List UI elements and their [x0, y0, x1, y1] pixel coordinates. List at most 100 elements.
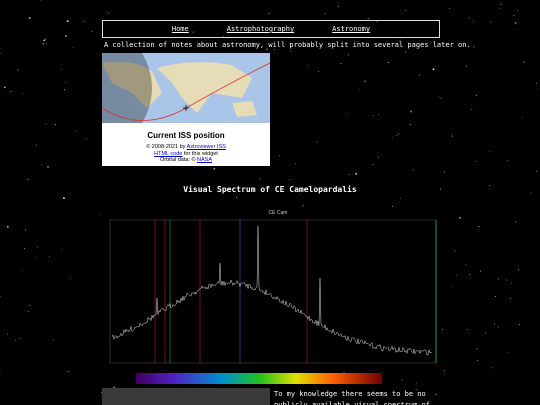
star: [415, 389, 417, 391]
star: [236, 196, 238, 198]
star: [274, 49, 276, 50]
star: [364, 80, 367, 83]
spectrum-line: [111, 225, 433, 356]
star: [493, 323, 495, 325]
star: [72, 46, 74, 48]
star: [443, 370, 445, 372]
star: [498, 278, 499, 280]
star: [376, 21, 378, 23]
star: [43, 39, 46, 42]
nav-link[interactable]: Astronomy: [332, 25, 371, 33]
star: [35, 256, 37, 258]
star: [356, 40, 358, 42]
star: [442, 328, 444, 330]
star: [469, 274, 471, 276]
star: [266, 48, 268, 51]
star: [500, 4, 502, 6]
star: [337, 6, 339, 7]
star: [506, 279, 508, 281]
star: [0, 52, 2, 54]
star: [469, 17, 470, 19]
star: [434, 41, 435, 43]
star: [372, 391, 374, 393]
star: [294, 163, 296, 165]
star: [22, 93, 24, 95]
star: [48, 256, 50, 258]
nav-link[interactable]: Astrophotography: [226, 25, 295, 33]
nav-link[interactable]: Home: [171, 25, 189, 33]
star: [42, 42, 45, 45]
star: [418, 74, 420, 76]
star: [401, 379, 403, 381]
star: [452, 135, 453, 137]
star: [509, 297, 511, 299]
link[interactable]: HTML code: [154, 150, 183, 157]
star: [47, 165, 49, 168]
section-title: Visual Spectrum of CE Camelopardalis: [183, 185, 357, 194]
star: [21, 270, 23, 271]
star: [36, 246, 38, 248]
star: [324, 13, 326, 15]
paragraph: To my knowledge there seems to be no pub…: [274, 390, 430, 405]
star: [372, 164, 374, 166]
star: [514, 28, 516, 30]
star-image: [102, 388, 270, 405]
star: [70, 278, 72, 280]
star: [28, 17, 31, 19]
star: [514, 21, 517, 24]
star: [450, 286, 452, 288]
star: [279, 154, 280, 156]
star: [40, 0, 42, 2]
intro-text: A collection of notes about astronomy, w…: [104, 41, 471, 49]
star: [64, 89, 66, 91]
widget-title: Current ISS position: [147, 131, 225, 140]
star: [53, 339, 55, 341]
text: for this widget: [183, 150, 218, 157]
star: [10, 91, 12, 92]
star: [473, 46, 475, 48]
star: [17, 69, 19, 71]
star: [318, 71, 320, 73]
star: [484, 332, 486, 334]
star: [302, 204, 304, 206]
star: [55, 124, 57, 126]
star: [477, 225, 479, 227]
star: [359, 89, 361, 91]
star: [377, 156, 379, 158]
star: [492, 367, 493, 369]
star: [302, 205, 304, 207]
star: [346, 113, 348, 115]
star: [68, 371, 70, 373]
star: [316, 141, 318, 143]
star: [6, 225, 9, 228]
star: [443, 171, 445, 173]
star: [27, 178, 29, 180]
star: [399, 39, 401, 41]
star: [106, 11, 108, 13]
star: [391, 205, 393, 207]
star: [478, 225, 480, 227]
star: [521, 117, 523, 119]
star: [268, 12, 270, 14]
star: [108, 12, 110, 14]
star: [440, 97, 442, 99]
star: [471, 109, 473, 111]
star: [35, 144, 37, 146]
nav-bar: Home Astrophotography Astronomy: [102, 20, 440, 38]
star: [61, 249, 63, 251]
star: [449, 7, 451, 9]
star: [523, 61, 525, 63]
star: [347, 54, 349, 56]
star: [440, 188, 442, 190]
link[interactable]: NASA: [197, 157, 213, 163]
star: [507, 351, 509, 353]
star: [101, 391, 103, 393]
star: [517, 9, 519, 11]
star: [372, 115, 374, 117]
star: [24, 247, 25, 249]
iss-widget: Current ISS position © 2008-2021 by Astr…: [101, 53, 271, 166]
star: [499, 7, 501, 9]
link[interactable]: Astroviewer ISS: [186, 144, 226, 150]
star: [46, 43, 48, 45]
star: [535, 82, 537, 84]
